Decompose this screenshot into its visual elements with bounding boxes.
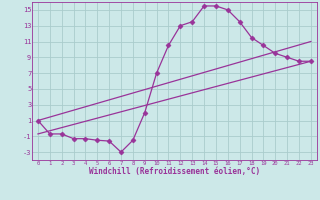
X-axis label: Windchill (Refroidissement éolien,°C): Windchill (Refroidissement éolien,°C) bbox=[89, 167, 260, 176]
